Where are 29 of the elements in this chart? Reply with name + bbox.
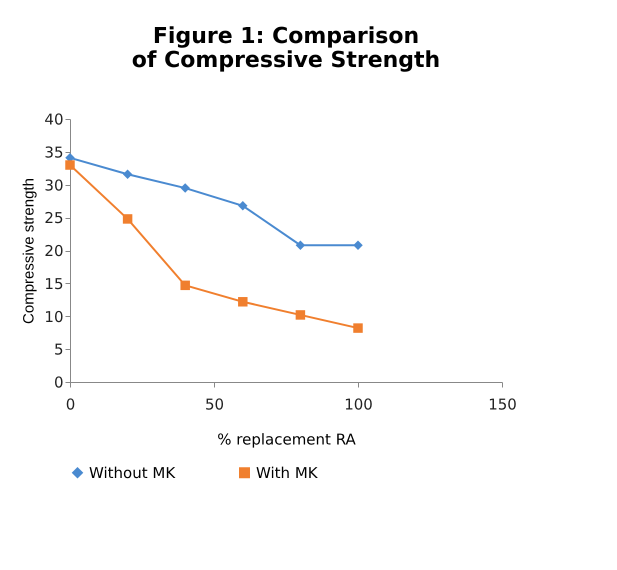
y-tick-label: 25 bbox=[44, 209, 64, 228]
y-tick-label: 40 bbox=[44, 110, 64, 128]
point bbox=[180, 183, 190, 193]
point bbox=[296, 240, 306, 250]
y-axis-title: Compressive strength bbox=[20, 178, 38, 324]
point bbox=[238, 297, 248, 307]
point bbox=[238, 201, 248, 211]
point bbox=[122, 169, 132, 179]
point bbox=[122, 214, 132, 224]
y-tick-label: 0 bbox=[54, 374, 64, 392]
y-tick-label: 35 bbox=[44, 143, 64, 162]
y-tick-label: 30 bbox=[44, 176, 64, 194]
x-axis-title: % replacement RA bbox=[217, 430, 356, 448]
chart-title: Figure 1: Comparison of Compressive Strength bbox=[132, 24, 440, 73]
point bbox=[353, 323, 363, 333]
x-tick-label: 150 bbox=[488, 396, 517, 414]
y-tick-label: 20 bbox=[44, 242, 64, 260]
point bbox=[296, 310, 306, 320]
point bbox=[353, 240, 363, 250]
legend-label: Without MK bbox=[89, 464, 176, 482]
point bbox=[180, 280, 190, 290]
y-tick-label: 10 bbox=[44, 308, 64, 326]
x-tick-label: 50 bbox=[204, 396, 224, 414]
point bbox=[65, 160, 75, 170]
x-tick-label: 0 bbox=[66, 396, 76, 414]
x-tick-label: 100 bbox=[344, 396, 373, 414]
y-tick-label: 5 bbox=[54, 340, 64, 359]
y-tick-label: 15 bbox=[44, 274, 64, 293]
legend-label: With MK bbox=[256, 464, 319, 482]
